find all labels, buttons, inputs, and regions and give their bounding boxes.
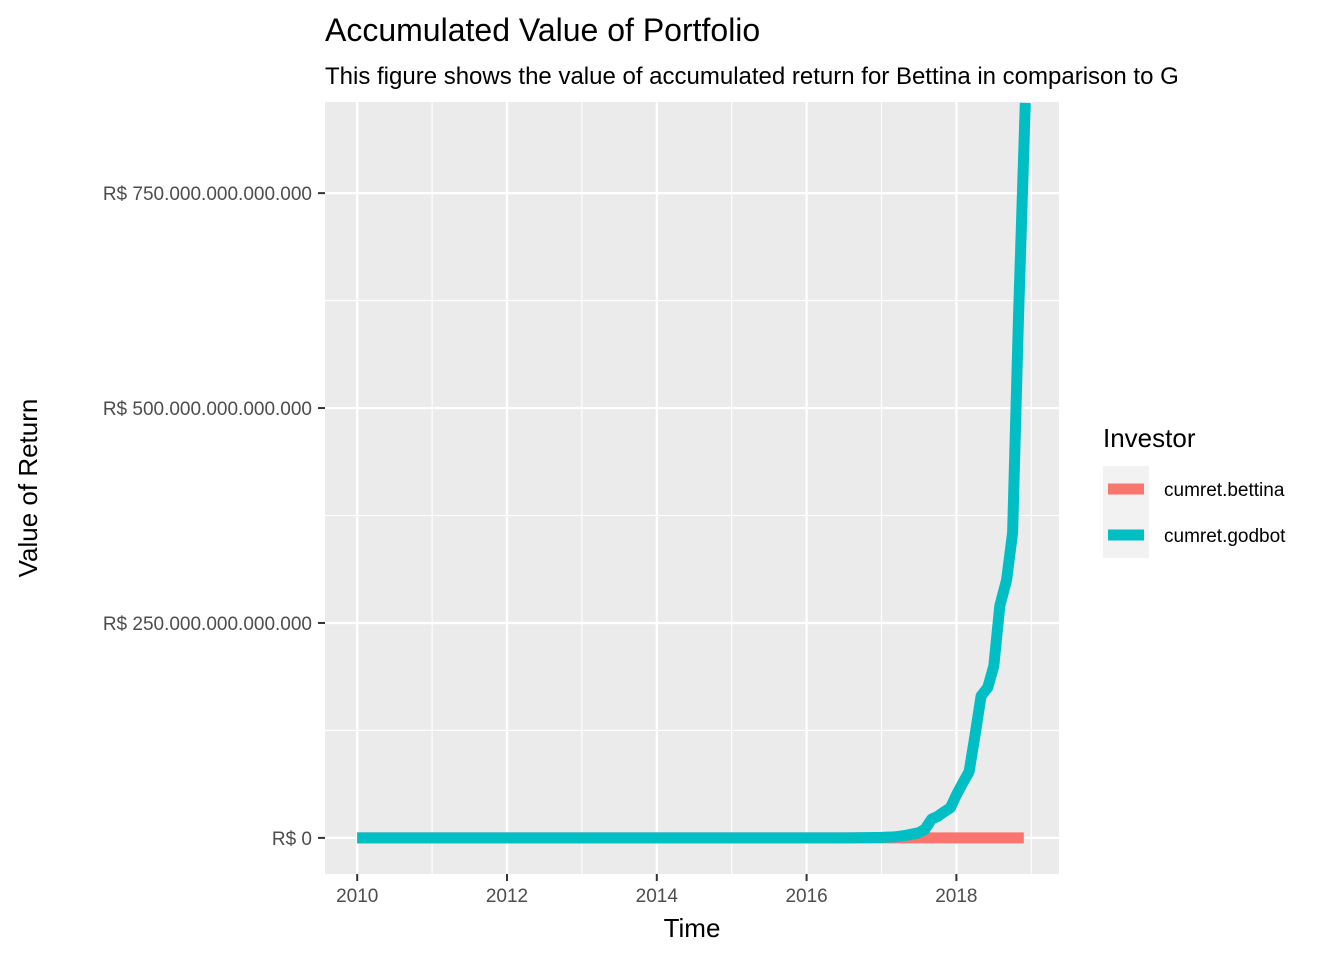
series-lines	[357, 102, 1031, 844]
x-axis-title: Time	[664, 913, 721, 943]
chart-subtitle: This figure shows the value of accumulat…	[325, 63, 1179, 90]
y-axis-title: Value of Return	[13, 399, 43, 578]
minor-gridlines	[325, 102, 1059, 874]
x-tick-label: 2016	[785, 886, 827, 907]
chart-title: Accumulated Value of Portfolio	[325, 12, 760, 48]
legend-label: cumret.godbot	[1164, 526, 1286, 547]
x-tick-label: 2014	[636, 886, 679, 907]
legend-title: Investor	[1103, 423, 1196, 453]
y-tick-label: R$ 250.000.000.000.000	[103, 614, 312, 635]
y-tick-label: R$ 0	[272, 829, 312, 850]
legend-label: cumret.bettina	[1164, 480, 1285, 501]
plot-panel	[325, 102, 1059, 874]
x-axis: 2010 2012 2014 2016 2018	[336, 874, 978, 907]
legend: Investor cumret.bettina cumret.godbot	[1103, 423, 1286, 558]
x-tick-label: 2018	[935, 886, 977, 907]
x-tick-label: 2010	[336, 886, 378, 907]
y-tick-label: R$ 750.000.000.000.000	[103, 184, 312, 205]
x-tick-label: 2012	[486, 886, 528, 907]
y-tick-label: R$ 500.000.000.000.000	[103, 399, 312, 420]
legend-key-background	[1103, 466, 1149, 558]
series-line-cumret-godbot	[357, 102, 1031, 844]
y-axis: R$ 0 R$ 250.000.000.000.000 R$ 500.000.000…	[103, 184, 325, 850]
major-gridlines	[325, 102, 1059, 874]
